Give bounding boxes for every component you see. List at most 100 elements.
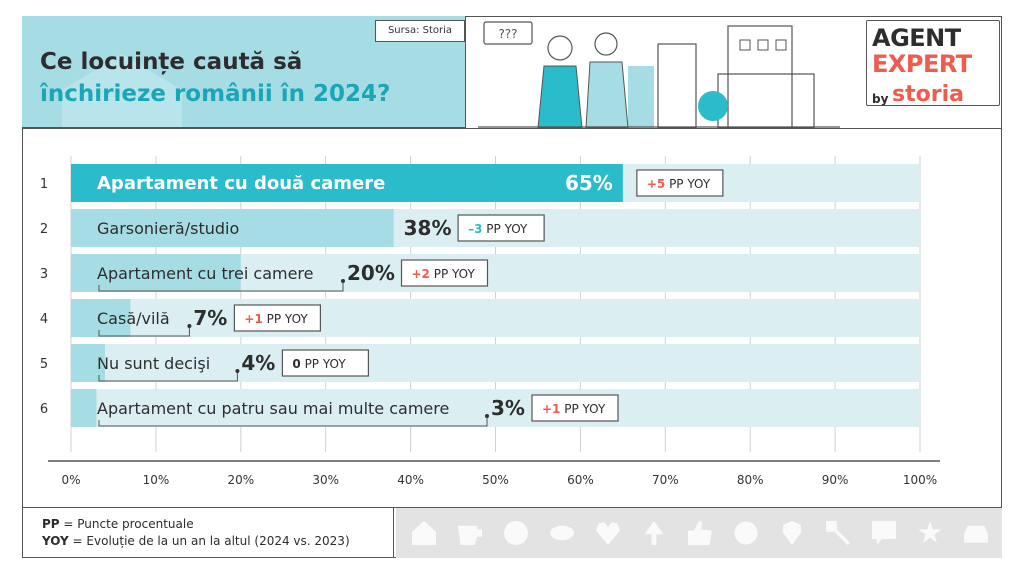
pin-icon (782, 521, 802, 545)
x-tick-label: 20% (227, 473, 254, 487)
icon-strip (396, 508, 1002, 558)
tree-icon (644, 521, 664, 545)
yoy-suffix: PP YOY (560, 402, 606, 416)
bar (71, 164, 623, 202)
smile-icon (504, 521, 528, 545)
bar (71, 209, 394, 247)
yoy-suffix: PP YOY (301, 357, 347, 371)
yoy-change-value: +1 (542, 402, 560, 416)
people-city-illustration: ??? (478, 21, 840, 128)
logo-storia-text: storia (892, 82, 964, 107)
value-label: 65% (565, 171, 613, 195)
category-label: Casă/vilă (97, 309, 170, 328)
value-label: 38% (404, 216, 452, 240)
heart-icon (596, 522, 620, 545)
logo-expert-text: EXPERT (872, 50, 972, 78)
agent-expert-logo: AGENT EXPERT by storia (866, 20, 1000, 120)
illustration-bubble-text: ??? (498, 27, 517, 41)
divider-bottom (22, 507, 1002, 508)
logo-agent-text: AGENT (872, 24, 961, 52)
yoy-badge-text: +1 PP YOY (542, 402, 606, 416)
x-tick-label: 90% (822, 473, 849, 487)
yoy-badge-text: +5 PP YOY (647, 177, 711, 191)
yoy-change-value: +2 (412, 267, 430, 281)
yoy-change-value: –3 (468, 222, 482, 236)
yoy-suffix: PP YOY (665, 177, 711, 191)
value-label: 7% (193, 306, 227, 330)
yoy-badge-text: +1 PP YOY (244, 312, 308, 326)
yoy-badge (281, 349, 369, 377)
x-tick-label: 30% (312, 473, 339, 487)
eye-icon (550, 525, 574, 541)
leader-dot (485, 414, 489, 418)
car-icon (964, 525, 988, 543)
x-tick-label: 70% (652, 473, 679, 487)
leader-line (98, 326, 190, 337)
yoy-suffix: PP YOY (482, 222, 528, 236)
x-tick-label: 10% (143, 473, 170, 487)
thumbs-up-icon (688, 521, 712, 545)
category-label: Apartament cu trei camere (97, 264, 314, 283)
logo-bubble-frame (866, 20, 1000, 106)
rank-label: 2 (40, 222, 48, 237)
yoy-badge (636, 169, 724, 197)
legend-yoy-abbr: YOY (42, 534, 69, 548)
x-tick-label: 60% (567, 473, 594, 487)
leader-dot (341, 279, 345, 283)
category-label: Apartament cu patru sau mai multe camere (97, 399, 449, 418)
house-icon (412, 521, 436, 545)
category-label: Nu sunt decişi (97, 354, 210, 373)
title-line-1: Ce locuințe caută să (40, 49, 303, 75)
rank-label: 3 (40, 267, 48, 282)
yoy-badge (531, 394, 619, 422)
legend-pp: PP = Puncte procentuale (42, 516, 393, 533)
yoy-badge (233, 304, 321, 332)
bar-track (71, 344, 920, 382)
chat-icon (872, 521, 896, 545)
flower-icon (734, 521, 758, 545)
rank-label: 5 (40, 357, 48, 372)
x-tick-label: 100% (903, 473, 937, 487)
bar (71, 299, 131, 337)
yoy-change-value: +1 (244, 312, 262, 326)
value-label: 3% (491, 396, 525, 420)
bar-track (71, 389, 920, 427)
rank-label: 1 (40, 177, 48, 192)
yoy-badge-text: +2 PP YOY (412, 267, 476, 281)
yoy-badge (400, 259, 489, 287)
leader-dot (187, 324, 192, 328)
title-line-2: închirieze românii în 2024? (40, 81, 391, 107)
source-label: Sursa: Storia (375, 20, 465, 42)
yoy-badge (457, 214, 545, 242)
rank-label: 6 (40, 402, 48, 417)
divider-top (22, 128, 1002, 129)
x-tick-label: 40% (397, 473, 424, 487)
yoy-badge-text: –3 PP YOY (468, 222, 528, 236)
bar-chart: 0% 10% 20% 30% 40% 50% 60% 70% 80% 90% 100% 1 Aparta… (40, 156, 940, 487)
x-tick-label: 0% (61, 473, 80, 487)
bar (71, 389, 97, 427)
rank-label: 4 (40, 312, 48, 327)
legend-box: PP = Puncte procentuale YOY = Evoluție d… (22, 508, 394, 558)
yoy-suffix: PP YOY (430, 267, 476, 281)
logo-by-text: by (872, 92, 889, 106)
x-tick-label: 80% (737, 473, 764, 487)
yoy-change-value: 0 (292, 357, 300, 371)
legend-pp-desc: = Puncte procentuale (59, 517, 194, 531)
category-label: Garsonieră/studio (97, 219, 239, 238)
key-icon (826, 521, 850, 545)
yoy-suffix: PP YOY (263, 312, 309, 326)
value-label: 20% (347, 261, 395, 285)
legend-yoy: YOY = Evoluție de la un an la altul (202… (42, 533, 393, 550)
x-tick-label: 50% (482, 473, 509, 487)
yoy-badge-text: 0 PP YOY (292, 357, 346, 371)
category-label: Apartament cu două camere (97, 173, 385, 194)
leader-line (98, 371, 238, 382)
leader-line (98, 416, 488, 427)
legend-pp-abbr: PP (42, 517, 60, 531)
leader-line (98, 281, 344, 292)
legend-yoy-desc: = Evoluție de la un an la altul (2024 vs… (68, 534, 350, 548)
cup-icon (458, 525, 482, 545)
bar-track (71, 299, 920, 337)
star-icon (918, 521, 942, 543)
